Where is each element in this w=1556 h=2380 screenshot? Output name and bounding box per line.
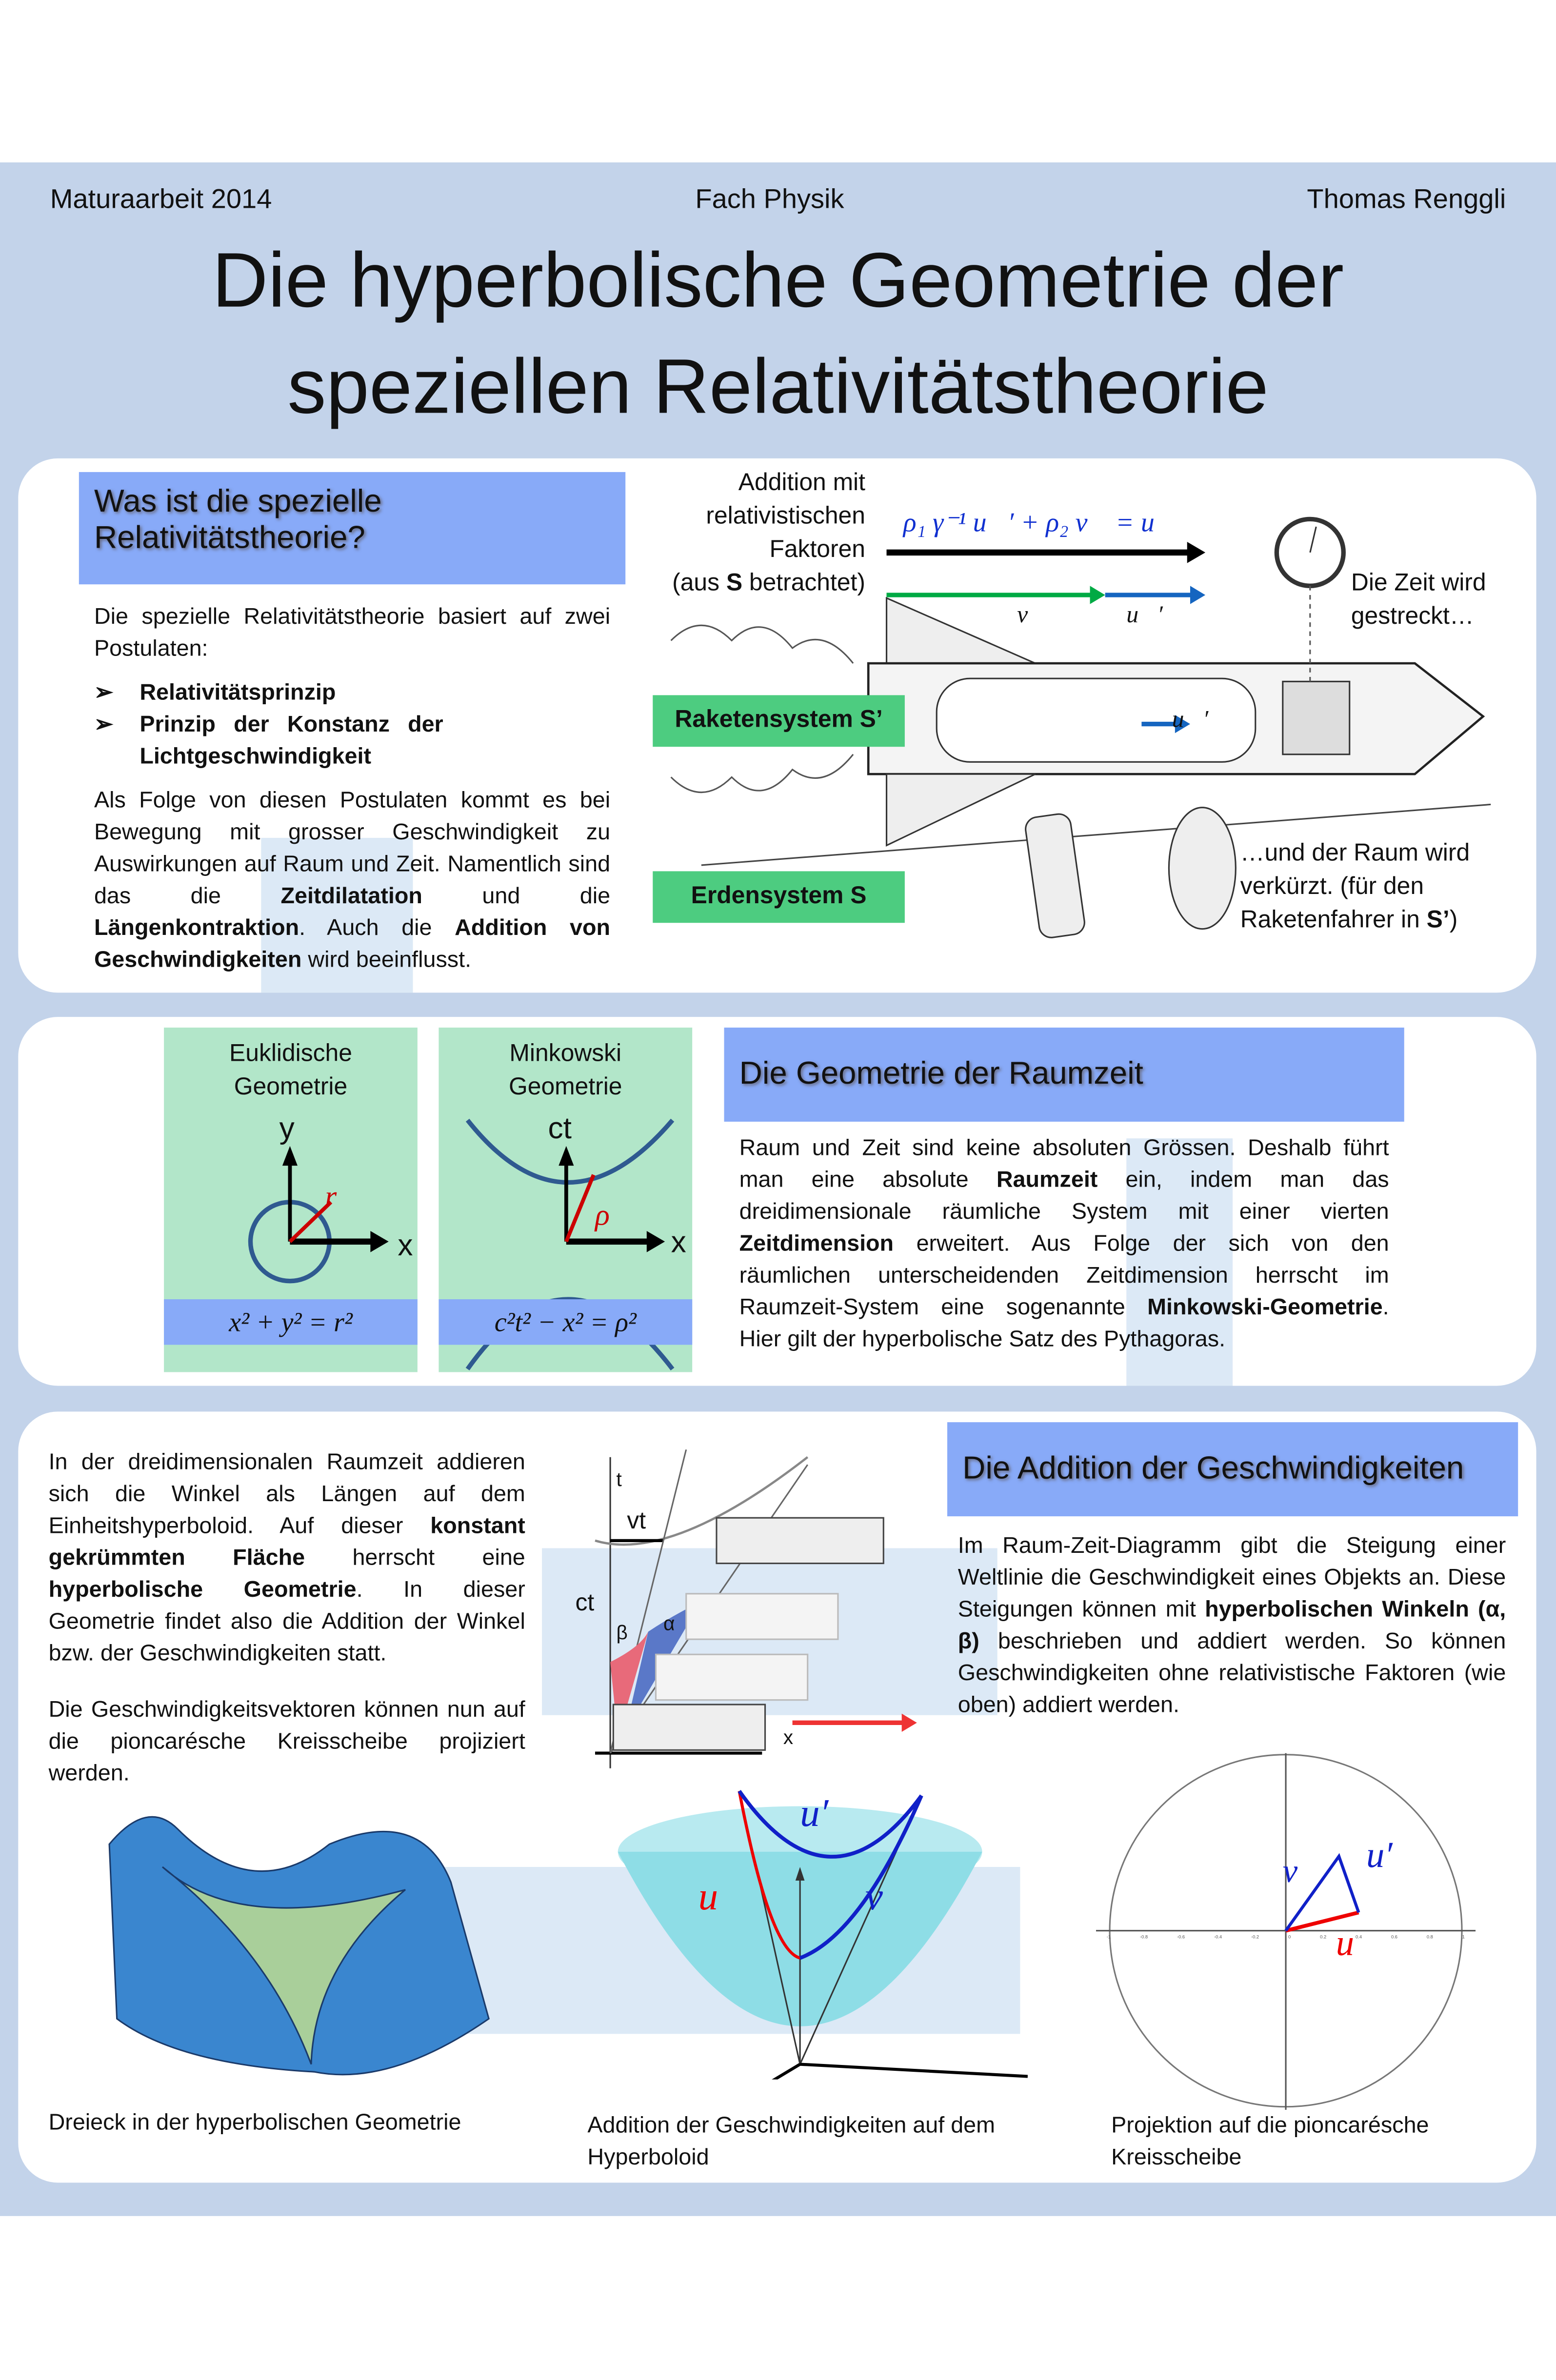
disk-v-label: v [1282, 1851, 1298, 1890]
vector-v-label: v⃗ [1017, 602, 1047, 629]
vt-label: vt [627, 1508, 646, 1535]
section-heading: Die Addition der Geschwindigkeiten [947, 1422, 1518, 1517]
minkowski-ct-axis: ct [548, 1112, 572, 1146]
text-segment: erweitert. Aus Folge der sich von den rä… [739, 1230, 1389, 1321]
rocket-illustration [670, 516, 1491, 938]
bold-term: hyperbolische Geometrie [48, 1577, 357, 1603]
body-text: Im Raum-Zeit-Diagramm gibt die Steigung … [958, 1530, 1506, 1721]
u-label: u [698, 1874, 718, 1919]
u-prime-label: u′ [800, 1791, 829, 1835]
caption-disk: Projektion auf die pioncarésche Kreissch… [1111, 2113, 1429, 2171]
body-text: In der dreidimensionalen Raumzeit addier… [49, 1447, 525, 1669]
bold-term: Minkowski-Geometrie [1147, 1294, 1383, 1321]
spacetime-diagram [595, 1449, 917, 1768]
body-text: Die Geschwindigkeitsvektoren können nun … [49, 1694, 525, 1789]
length-contraction-label: …und der Raum wird verkürzt. (für den Rak… [1240, 841, 1470, 934]
text-segment: Die Geschwindigkeitsvektoren können nun … [48, 1697, 525, 1787]
velocity-formula: ρ₁ γ⁻¹ u⃗′ + ρ₂ v⃗ = u⃗ [903, 507, 1176, 537]
text-segment: wird beeinflusst. [301, 947, 472, 973]
euclid-radius-label: r [325, 1181, 337, 1214]
title-line: speziellen Relativitätstheorie [287, 343, 1269, 430]
text-segment: . Auch die [299, 915, 455, 941]
bold-term: konstant gekrümmten Fläche [48, 1513, 525, 1571]
bold-term: Zeitdimension [739, 1230, 894, 1257]
header-project: Maturaarbeit 2014 [50, 183, 272, 214]
arrow-bullet-icon: ➢ [94, 712, 114, 738]
poincare-disk [1096, 1753, 1476, 2110]
intro-text: Die spezielle Relativitätstheorie basier… [94, 604, 611, 662]
text-segment: beschrieben und addiert werden. So könne… [958, 1628, 1506, 1719]
hyperbolic-triangle-illustration [108, 1816, 490, 2076]
text-segment: Als Folge von diesen Postulaten kommt es… [94, 788, 611, 910]
x-axis-label: x [783, 1726, 794, 1749]
header-author: Thomas Renggli [1307, 183, 1506, 214]
disk-u-label: u [1336, 1924, 1355, 1964]
decorative-arrow [1126, 1138, 1233, 1386]
minkowski-rho-label: ρ [595, 1199, 610, 1233]
v-label: v [865, 1874, 883, 1919]
ct-label: ct [575, 1590, 595, 1617]
panel-special-relativity: Was ist die spezielle Relativitätstheorie… [18, 458, 1536, 993]
header-subject: Fach Physik [695, 183, 844, 214]
bold-term: hyperbolischen Winkeln (α, β) [958, 1597, 1506, 1655]
text-segment: Raum und Zeit sind keine absoluten Gröss… [739, 1135, 1389, 1193]
time-dilation-label: Die Zeit wird gestreckt… [1351, 571, 1486, 630]
minkowski-equation: c²t² − x² = ρ² [439, 1299, 693, 1345]
bold-term: Raumzeit [996, 1167, 1098, 1193]
postulate-list: ➢ Relativitätsprinzip ➢ Prinzip der Konsta… [94, 677, 610, 773]
panel-velocity-addition: In der dreidimensionalen Raumzeit addier… [18, 1411, 1536, 2183]
beta-label: β [616, 1621, 628, 1644]
text-segment: herrscht eine [305, 1545, 525, 1571]
minkowski-x-axis: x [671, 1226, 686, 1260]
disk-u-prime-label: u′ [1366, 1836, 1393, 1876]
bold-term: Längenkontraktion [94, 915, 299, 941]
caption-triangle: Dreieck in der hyperbolischen Geometrie [48, 2109, 461, 2136]
minkowski-title: Minkowski Geometrie [509, 1041, 622, 1101]
text-segment: ein, indem man das dreidimensionale räum… [739, 1167, 1389, 1225]
euclid-title: Euklidische Geometrie [229, 1041, 352, 1101]
text-segment: In der dreidimensionalen Raumzeit addier… [48, 1449, 525, 1539]
disk-x-ticks: -1 -0.8 -0.6 -0.4 -0.2 0 0.2 0.4 0.6 0.8 1 [1106, 1933, 1465, 1940]
hyperboloid-illustration [618, 1790, 1028, 2080]
earth-system-label: Erdensystem S [653, 871, 905, 923]
text-segment: und die [422, 883, 611, 910]
arrow-bullet-icon: ➢ [94, 680, 114, 706]
section-heading: Die Geometrie der Raumzeit [724, 1027, 1404, 1122]
panel-spacetime-geometry: Euklidische Geometrie Minkowski Geometrie … [18, 1017, 1536, 1386]
decorative-arrow [261, 837, 413, 993]
euclid-equation: x² + y² = r² [164, 1299, 418, 1345]
vector-u-prime-label: u⃗′ [1126, 602, 1163, 629]
bold-term: Addition von Geschwindigkeiten [94, 915, 611, 973]
addition-label: Addition mit relativistischen Faktoren (au… [672, 470, 865, 597]
bold-term: Zeitdilatation [280, 883, 422, 910]
euclid-y-axis: y [279, 1112, 295, 1146]
title-line: Die hyperbolische Geometrie der [212, 237, 1344, 323]
t-axis-label: t [616, 1468, 622, 1491]
section-heading: Was ist die spezielle Relativitätstheorie… [79, 472, 626, 585]
alpha-label: α [663, 1612, 675, 1635]
body-text: Raum und Zeit sind keine absoluten Gröss… [739, 1132, 1389, 1355]
vector-u-prime-label-inside: u⃗′ [1172, 707, 1209, 734]
poster-title: Die hyperbolische Geometrie der speziell… [0, 228, 1556, 440]
euclid-x-axis: x [398, 1229, 413, 1263]
text-segment: Im Raum-Zeit-Diagramm gibt die Steigung … [958, 1533, 1506, 1623]
rocket-system-label: Raketensystem S’ [653, 695, 905, 747]
caption-hyperboloid: Addition der Geschwindigkeiten auf dem H… [587, 2113, 996, 2171]
body-text: Als Folge von diesen Postulaten kommt es… [94, 785, 610, 976]
text-segment: . Hier gilt der hyperbolische Satz des P… [739, 1294, 1389, 1352]
text-segment: . In dieser Geometrie findet also die Ad… [48, 1577, 525, 1667]
